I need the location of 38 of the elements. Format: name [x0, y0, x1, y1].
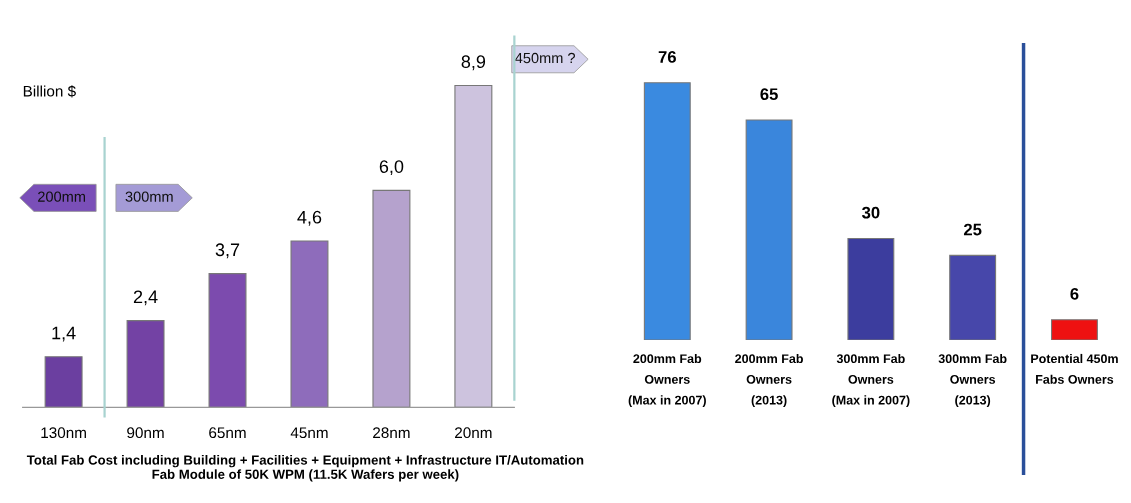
x-tick-label: 200mm Fab Owners (Max in 2007): [628, 353, 706, 407]
x-tick-label: 200mm Fab Owners (2013): [735, 353, 803, 407]
x-tick-label: 45nm: [290, 427, 328, 439]
x-tick-label: 65nm: [209, 427, 246, 439]
bar: [290, 240, 329, 408]
bar: [44, 356, 83, 408]
data-label: 6,0: [379, 160, 404, 176]
data-label: 3,7: [215, 243, 240, 259]
x-tick-label: Potential 450m Fabs Owners: [1031, 353, 1118, 384]
x-tick-label: 130nm: [41, 427, 86, 439]
x-tick-label: 90nm: [127, 427, 164, 439]
y-axis-title: Billion $: [23, 85, 76, 98]
data-label: 76: [658, 51, 676, 63]
data-label: 1,4: [52, 326, 76, 342]
bar: [949, 254, 997, 341]
bar: [208, 273, 247, 408]
text: 450mm ?: [515, 52, 575, 64]
bar: [643, 82, 691, 341]
bar: [847, 237, 895, 341]
data-label: 2,4: [133, 290, 158, 306]
bar: [126, 320, 165, 408]
bar: [745, 119, 793, 341]
bar: [372, 189, 411, 408]
data-label: 65: [760, 88, 778, 101]
data-label: 25: [963, 223, 982, 236]
x-tick-label: 300mm Fab Owners (2013): [938, 353, 1007, 407]
annotation: 300mm: [125, 191, 173, 202]
x-tick-label: 20nm: [455, 427, 492, 439]
annotation: 200mm: [38, 191, 85, 202]
bar: [454, 84, 493, 408]
data-label: 6: [1070, 287, 1079, 300]
bar: [1050, 319, 1098, 341]
data-label: 30: [861, 206, 880, 219]
x-tick-label: 28nm: [373, 427, 410, 439]
data-label: 8,9: [461, 55, 486, 71]
x-tick-label: 300mm Fab Owners (Max in 2007): [832, 353, 910, 407]
x-axis-title: Total Fab Cost including Building + Facilities + Equipment + Infrastructure IT/Automation Fab Module of 50K WPM (11.5K Wafers per week): [26, 455, 584, 482]
data-label: 4,6: [297, 210, 322, 226]
